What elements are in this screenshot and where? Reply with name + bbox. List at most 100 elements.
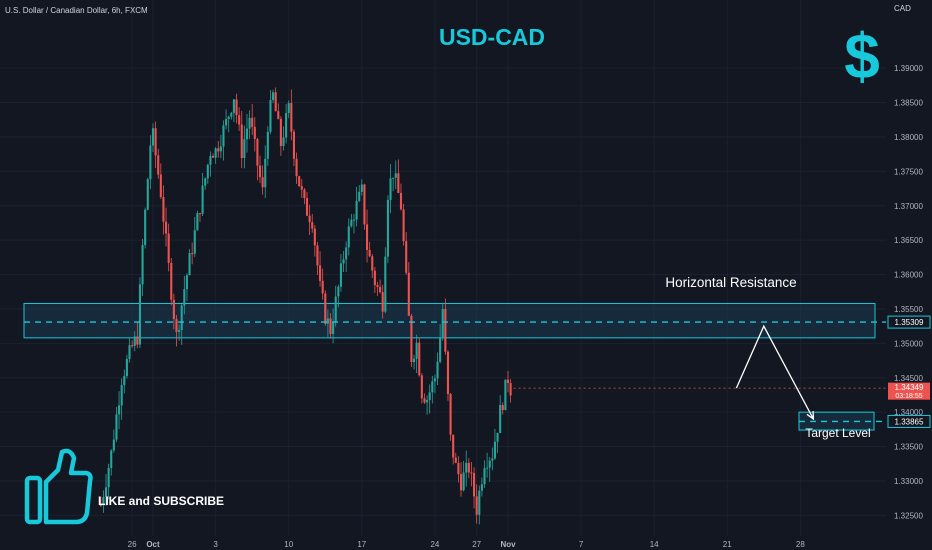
candle-body: [371, 256, 374, 271]
candle-body: [473, 473, 476, 497]
x-tick-label: 3: [213, 540, 218, 549]
x-tick-label: Nov: [500, 540, 516, 549]
candle-body: [211, 155, 215, 158]
candle-body: [501, 405, 504, 410]
candle-body: [191, 253, 194, 255]
x-tick-label: 17: [357, 540, 366, 549]
candle-body: [264, 158, 267, 188]
x-tick-label: 14: [650, 540, 659, 549]
candle-body: [493, 441, 496, 459]
last-price: 1.34349: [895, 383, 924, 392]
candle-body: [308, 215, 311, 223]
candle-body: [488, 460, 491, 468]
candle-body: [138, 284, 141, 345]
bar-countdown: 03:18:55: [895, 393, 922, 400]
x-tick-label: 24: [430, 540, 439, 549]
candle-body: [206, 164, 209, 179]
candle-body: [261, 177, 264, 188]
candle-body: [287, 103, 290, 114]
x-tick-label: 27: [472, 540, 481, 549]
y-tick-label: 1.33500: [894, 443, 923, 452]
candle-body: [379, 286, 382, 293]
candle-body: [313, 228, 316, 246]
y-tick-label: 1.37000: [894, 202, 923, 211]
candle-body: [243, 139, 246, 159]
candle-body: [110, 450, 113, 469]
candle-body: [457, 462, 460, 475]
candle-body: [491, 458, 494, 461]
candle-body: [441, 309, 444, 338]
candle-body: [258, 165, 262, 178]
x-tick-label: Oct: [146, 540, 160, 549]
candle-body: [410, 315, 413, 363]
candle-body: [136, 336, 139, 345]
y-tick-label: 1.34500: [894, 374, 923, 383]
candles: [99, 87, 512, 525]
candle-body: [99, 505, 102, 507]
candle-body: [107, 468, 110, 488]
candle-body: [332, 322, 335, 334]
candle-body: [251, 117, 254, 127]
candle-body: [170, 262, 173, 300]
candle-body: [180, 305, 183, 330]
candle-body: [446, 351, 450, 395]
candle-body: [201, 185, 204, 214]
candle-body: [365, 224, 369, 250]
candle-body: [347, 226, 350, 248]
candle-body: [305, 198, 309, 216]
candle-body: [133, 336, 136, 346]
candle-body: [363, 184, 366, 225]
candle-body: [151, 128, 155, 146]
candle-body: [428, 392, 431, 401]
candle-body: [172, 299, 175, 320]
candle-body: [193, 230, 196, 254]
candle-body: [290, 103, 293, 132]
candle-body: [352, 219, 356, 221]
candle-body: [178, 329, 181, 332]
candle-body: [165, 221, 168, 234]
candle-body: [277, 111, 280, 119]
candle-body: [118, 405, 121, 415]
candle-body: [125, 358, 128, 377]
candle-body: [504, 379, 507, 410]
overlay: [24, 321, 886, 423]
candle-body: [146, 179, 149, 210]
candle-body: [444, 309, 447, 352]
resistance-zone: [23, 302, 876, 339]
candle-body: [368, 249, 371, 257]
resistance-price-badge: 1.35309: [887, 315, 931, 329]
candle-body: [420, 375, 423, 399]
candle-body: [360, 184, 363, 192]
candle-body: [185, 275, 188, 290]
candle-body: [141, 245, 144, 285]
candle-body: [342, 259, 345, 264]
candle-body: [232, 99, 235, 113]
candle-body: [188, 253, 191, 276]
candle-body: [256, 138, 259, 166]
candle-body: [402, 209, 405, 242]
candle-body: [475, 496, 478, 515]
svg-text:$: $: [844, 20, 880, 92]
target-level-value: 1.33865: [895, 417, 924, 426]
candle-body: [470, 472, 473, 474]
candle-body: [245, 128, 249, 140]
candle-body: [227, 116, 230, 120]
candle-body: [339, 263, 342, 287]
candle-body: [439, 337, 442, 362]
last-price-badge: 1.34349 03:18:55: [888, 382, 930, 400]
candle-body: [389, 178, 392, 200]
y-tick-label: 1.38000: [894, 133, 923, 142]
candle-body: [131, 345, 134, 347]
candle-body: [144, 209, 147, 246]
y-tick-label: 1.37500: [894, 167, 923, 176]
candle-body: [214, 148, 217, 158]
candle-body: [311, 222, 314, 229]
candle-body: [381, 292, 384, 312]
candle-body: [399, 192, 403, 210]
candle-body: [269, 99, 272, 132]
candle-body: [104, 487, 108, 498]
candle-body: [324, 293, 327, 324]
candle-body: [506, 379, 510, 384]
symbol-line: U.S. Dollar / Canadian Dollar, 6h, FXCM: [5, 6, 148, 15]
candle-body: [373, 270, 376, 286]
